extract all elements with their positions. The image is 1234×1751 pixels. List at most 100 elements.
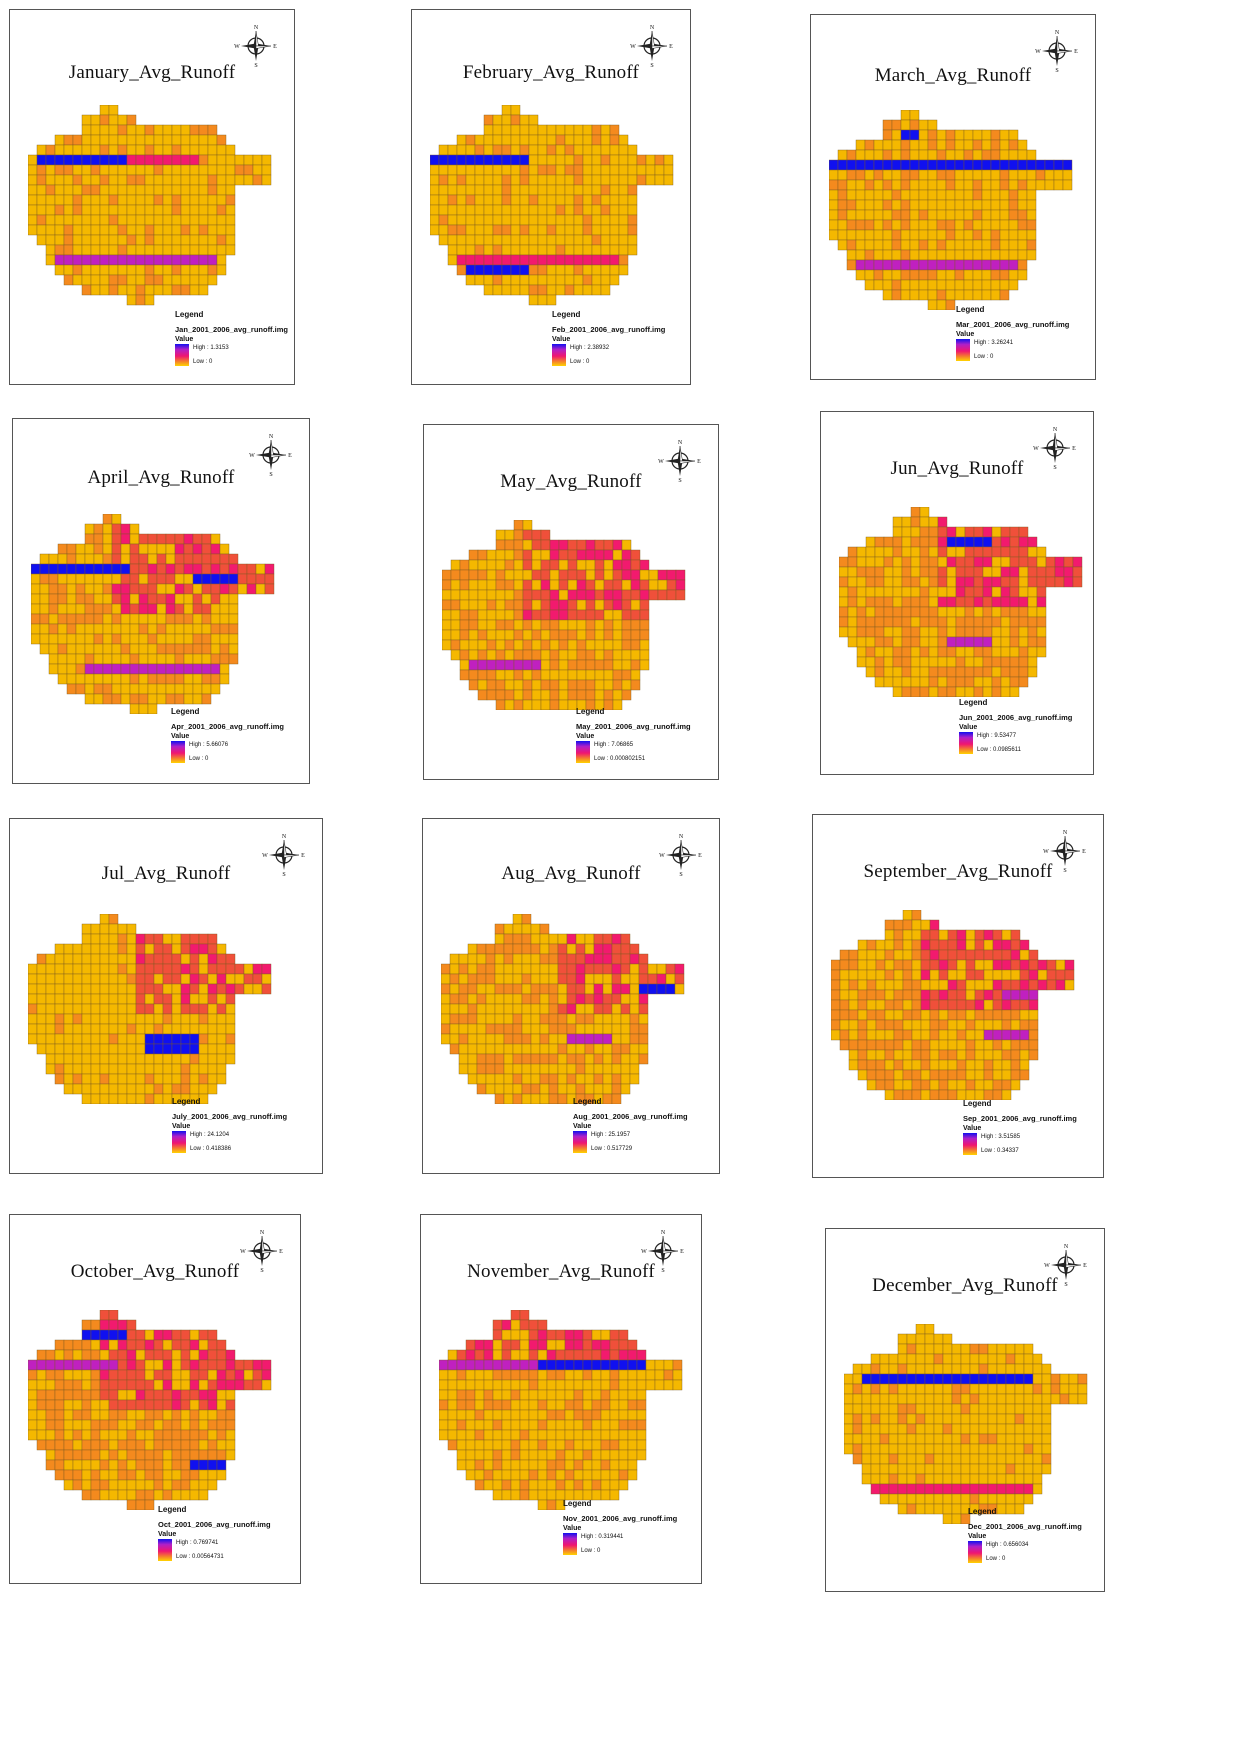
grid-cell bbox=[982, 606, 993, 618]
grid-cell bbox=[510, 144, 521, 156]
grid-cell bbox=[847, 576, 858, 588]
grid-cell bbox=[530, 933, 541, 945]
grid-cell bbox=[992, 1029, 1003, 1041]
grid-cell bbox=[162, 144, 173, 156]
grid-cell bbox=[564, 284, 575, 296]
grid-cell bbox=[546, 264, 557, 276]
grid-cell bbox=[477, 569, 488, 581]
legend-low-value: Low : 0 bbox=[189, 756, 209, 762]
grid-cell bbox=[207, 1449, 218, 1461]
grid-cell bbox=[618, 264, 629, 276]
compass-rose-icon: NSW E bbox=[1044, 1244, 1087, 1287]
grid-cell bbox=[846, 259, 857, 271]
grid-cell bbox=[1008, 179, 1019, 191]
svg-text:N: N bbox=[1063, 830, 1068, 836]
grid-cell bbox=[39, 623, 50, 635]
grid-cell bbox=[216, 1449, 227, 1461]
grid-cell bbox=[153, 274, 164, 286]
grid-cell bbox=[521, 1023, 532, 1035]
grid-cell bbox=[1046, 959, 1057, 971]
grid-cell bbox=[942, 1333, 953, 1345]
grid-cell bbox=[982, 636, 993, 648]
grid-cell bbox=[929, 1069, 940, 1081]
grid-cell bbox=[991, 546, 1002, 558]
grid-cell bbox=[1063, 556, 1074, 568]
grid-cell bbox=[594, 539, 605, 551]
grid-cell bbox=[852, 1413, 863, 1425]
grid-cell bbox=[530, 973, 541, 985]
grid-cell bbox=[1000, 656, 1011, 668]
grid-cell bbox=[946, 576, 957, 588]
grid-cell bbox=[135, 1459, 146, 1471]
grid-cell bbox=[564, 164, 575, 176]
grid-cell bbox=[63, 254, 74, 266]
grid-cell bbox=[117, 1439, 128, 1451]
grid-cell bbox=[36, 174, 47, 186]
grid-cell bbox=[135, 274, 146, 286]
grid-cell bbox=[183, 613, 194, 625]
grid-cell bbox=[618, 224, 629, 236]
grid-cell bbox=[910, 556, 921, 568]
grid-cell bbox=[609, 1479, 620, 1491]
grid-cell bbox=[162, 1043, 173, 1055]
grid-cell bbox=[75, 683, 86, 695]
grid-cell bbox=[609, 1449, 620, 1461]
grid-cell bbox=[839, 586, 849, 598]
grid-cell bbox=[987, 1403, 998, 1415]
grid-cell bbox=[618, 254, 629, 266]
grid-cell bbox=[951, 1433, 962, 1445]
grid-cell bbox=[909, 209, 920, 221]
grid-cell bbox=[955, 686, 966, 697]
grid-cell bbox=[546, 1489, 557, 1501]
grid-cell bbox=[108, 983, 119, 995]
grid-cell bbox=[999, 239, 1010, 251]
grid-cell bbox=[987, 1483, 998, 1495]
grid-cell bbox=[873, 199, 884, 211]
grid-cell bbox=[865, 596, 876, 608]
grid-cell bbox=[120, 683, 131, 695]
grid-cell bbox=[252, 1359, 263, 1371]
grid-cell bbox=[882, 159, 893, 171]
compass-rose-icon: NSW E bbox=[249, 434, 292, 477]
grid-cell bbox=[198, 1063, 209, 1075]
grid-cell bbox=[90, 244, 101, 256]
grid-cell bbox=[144, 1329, 155, 1341]
grid-cell bbox=[483, 264, 494, 276]
grid-cell bbox=[48, 653, 59, 665]
grid-cell bbox=[630, 669, 641, 681]
grid-cell bbox=[600, 144, 611, 156]
grid-cell bbox=[36, 164, 47, 176]
grid-cell bbox=[972, 189, 983, 201]
grid-cell bbox=[909, 289, 920, 301]
grid-cell bbox=[207, 1479, 218, 1491]
grid-cell bbox=[956, 1079, 967, 1091]
grid-cell bbox=[584, 963, 595, 975]
grid-cell bbox=[675, 589, 686, 601]
grid-cell bbox=[884, 949, 895, 961]
grid-cell bbox=[648, 579, 659, 591]
grid-cell bbox=[207, 933, 218, 945]
grid-cell bbox=[875, 989, 886, 1001]
grid-cell bbox=[593, 933, 604, 945]
grid-cell bbox=[1008, 129, 1019, 141]
grid-cell bbox=[458, 963, 469, 975]
grid-cell bbox=[512, 1073, 523, 1085]
grid-cell bbox=[57, 553, 68, 565]
grid-cell bbox=[198, 1419, 209, 1431]
grid-cell bbox=[928, 546, 939, 558]
grid-cell bbox=[108, 194, 119, 206]
grid-cell bbox=[93, 543, 104, 555]
grid-cell bbox=[902, 949, 913, 961]
grid-cell bbox=[906, 1363, 917, 1375]
grid-cell bbox=[924, 1383, 935, 1395]
legend-file-name: Sep_2001_2006_avg_runoff.img bbox=[963, 1114, 1077, 1123]
grid-cell bbox=[528, 1439, 539, 1451]
grid-cell bbox=[180, 1329, 191, 1341]
grid-cell bbox=[893, 1009, 904, 1021]
grid-cell bbox=[225, 1003, 236, 1015]
grid-cell bbox=[911, 999, 922, 1011]
grid-cell bbox=[558, 589, 569, 601]
grid-cell bbox=[603, 569, 614, 581]
grid-cell bbox=[216, 1459, 227, 1471]
